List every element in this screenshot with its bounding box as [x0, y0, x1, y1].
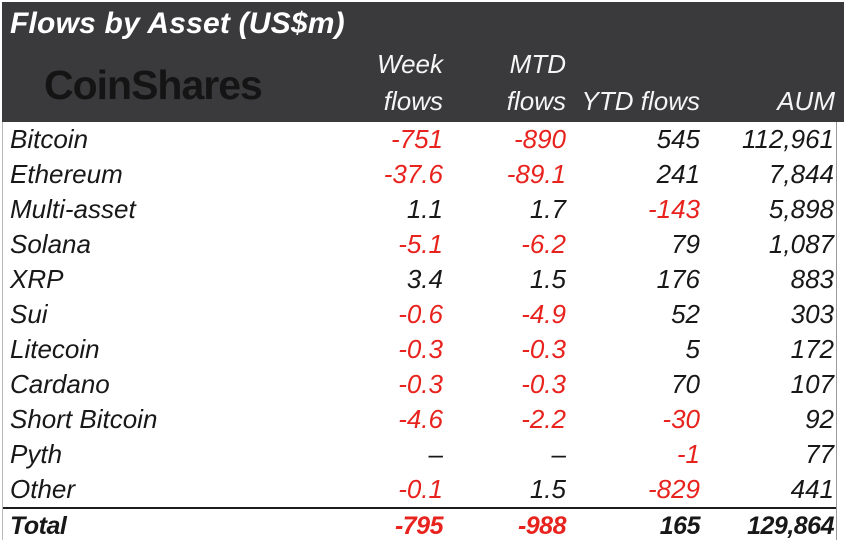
column-header-mtd-bottom: flows	[506, 86, 566, 116]
aum-value: 129,864	[747, 512, 834, 540]
week-flows-value: -37.6	[383, 159, 443, 189]
ytd-flows-value: 79	[671, 229, 700, 259]
week-flows-value: -0.3	[398, 334, 443, 364]
table-row: Sui -0.6 -4.9 52 303	[3, 297, 836, 332]
column-header-aum: AUM	[777, 86, 835, 116]
coinshares-logo: CoinShares	[44, 62, 263, 108]
ytd-flows-value: -829	[647, 474, 700, 504]
asset-name: Bitcoin	[10, 124, 89, 154]
mtd-flows-value: 1.7	[529, 194, 566, 224]
aum-value: 1,087	[768, 229, 834, 259]
asset-name: Solana	[10, 229, 91, 259]
mtd-flows-value: -4.9	[521, 299, 566, 329]
mtd-flows-value: 1.5	[529, 264, 566, 294]
asset-name: Sui	[10, 299, 48, 329]
week-flows-value: -0.3	[398, 369, 443, 399]
aum-value: 77	[805, 439, 834, 469]
ytd-flows-value: -30	[662, 404, 700, 434]
week-flows-value: -5.1	[398, 229, 443, 259]
ytd-flows-value: 52	[671, 299, 700, 329]
asset-name: Total	[10, 512, 67, 540]
table-row: Solana -5.1 -6.2 79 1,087	[3, 227, 836, 262]
mtd-flows-value: -0.3	[521, 369, 566, 399]
mtd-flows-value: -2.2	[521, 404, 566, 434]
ytd-flows-value: 5	[685, 334, 700, 364]
week-flows-value: -0.1	[398, 474, 443, 504]
week-flows-value: -4.6	[398, 404, 443, 434]
asset-name: Pyth	[10, 439, 63, 469]
mtd-flows-value: –	[551, 439, 566, 469]
week-flows-value: -0.6	[398, 299, 443, 329]
week-flows-value: -795	[394, 512, 444, 540]
ytd-flows-value: 165	[659, 512, 701, 540]
column-header-mtd-top: MTD	[509, 49, 566, 79]
ytd-flows-value: -143	[647, 194, 700, 224]
ytd-flows-value: 70	[671, 369, 700, 399]
asset-name: Short Bitcoin	[10, 404, 158, 434]
asset-flows-table: Bitcoin -751 -890 545 112,961 Ethereum -37.6 -8…	[2, 122, 837, 540]
ytd-flows-value: -1	[676, 439, 700, 469]
mtd-flows-value: -0.3	[521, 334, 566, 364]
table-row: Other -0.1 1.5 -829 441	[3, 472, 836, 507]
week-flows-value: –	[428, 439, 443, 469]
column-header-ytd-flows: YTD flows	[581, 86, 700, 116]
table-row: Pyth – – -1 77	[3, 437, 836, 472]
ytd-flows-value: 176	[656, 264, 700, 294]
aum-value: 7,844	[768, 159, 834, 189]
mtd-flows-value: -988	[517, 512, 567, 540]
total-row: Total -795 -988 165 129,864	[3, 507, 836, 540]
mtd-flows-value: -89.1	[506, 159, 566, 189]
column-header-week-bottom: flows	[383, 86, 443, 116]
asset-name: Cardano	[10, 369, 110, 399]
week-flows-value: 1.1	[406, 194, 443, 224]
page-title: Flows by Asset (US$m)	[10, 7, 345, 40]
aum-value: 107	[790, 369, 834, 399]
column-header-week-top: Week	[377, 49, 443, 79]
table-row: Bitcoin -751 -890 545 112,961	[3, 122, 836, 157]
week-flows-value: -751	[390, 124, 443, 154]
table-header: Flows by Asset (US$m) CoinShares Week MT…	[2, 2, 844, 122]
asset-name: Other	[10, 474, 76, 504]
ytd-flows-value: 241	[656, 159, 700, 189]
mtd-flows-value: 1.5	[529, 474, 566, 504]
table-row: Litecoin -0.3 -0.3 5 172	[3, 332, 836, 367]
asset-name: Multi-asset	[10, 194, 136, 224]
mtd-flows-value: -890	[513, 124, 566, 154]
table-row: Short Bitcoin -4.6 -2.2 -30 92	[3, 402, 836, 437]
table-row: Ethereum -37.6 -89.1 241 7,844	[3, 157, 836, 192]
week-flows-value: 3.4	[406, 264, 443, 294]
column-headers: Week MTD flows flows YTD flows AUM	[2, 44, 835, 118]
asset-name: Ethereum	[10, 159, 123, 189]
mtd-flows-value: -6.2	[521, 229, 566, 259]
aum-value: 112,961	[741, 124, 834, 154]
asset-name: Litecoin	[10, 334, 100, 364]
asset-name: XRP	[10, 264, 64, 294]
aum-value: 92	[805, 404, 834, 434]
aum-value: 172	[790, 334, 834, 364]
aum-value: 883	[790, 264, 834, 294]
table-row: XRP 3.4 1.5 176 883	[3, 262, 836, 297]
aum-value: 441	[790, 474, 834, 504]
table-row: Multi-asset 1.1 1.7 -143 5,898	[3, 192, 836, 227]
ytd-flows-value: 545	[656, 124, 700, 154]
table-row: Cardano -0.3 -0.3 70 107	[3, 367, 836, 402]
aum-value: 5,898	[768, 194, 834, 224]
aum-value: 303	[790, 299, 834, 329]
